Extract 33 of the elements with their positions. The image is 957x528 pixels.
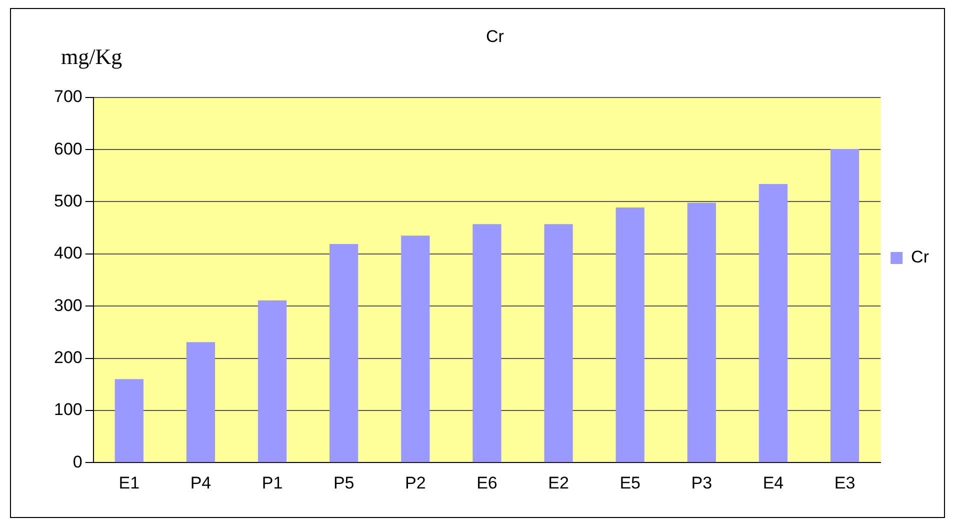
- x-tick-label: E6: [476, 473, 498, 492]
- y-tick-label: 600: [54, 139, 82, 158]
- x-tick-label: P2: [405, 473, 426, 492]
- legend-label: Cr: [911, 248, 930, 267]
- x-tick-label: P1: [262, 473, 283, 492]
- y-tick-label: 100: [54, 400, 82, 420]
- y-tick-label: 400: [54, 244, 82, 263]
- x-tick-label: P5: [333, 473, 354, 492]
- x-tick-label: E1: [118, 473, 140, 492]
- x-tick-label: E2: [548, 473, 569, 492]
- chart-title: Cr: [486, 26, 504, 46]
- x-tick-label: P4: [190, 473, 212, 492]
- y-axis-title: mg/Kg: [61, 44, 122, 70]
- bar: [258, 300, 287, 462]
- bar: [830, 149, 860, 462]
- bar: [401, 236, 430, 462]
- y-tick-label: 0: [72, 452, 82, 472]
- bar: [758, 184, 788, 462]
- bar: [330, 244, 358, 462]
- x-tick-label: P3: [691, 473, 712, 492]
- bar: [472, 224, 502, 462]
- x-tick-label: E3: [834, 473, 856, 492]
- bar: [544, 224, 573, 462]
- x-tick-label: E5: [620, 473, 640, 492]
- y-tick-label: 500: [54, 191, 82, 210]
- y-tick-label: 200: [54, 348, 82, 367]
- x-tick-label: E4: [762, 473, 784, 492]
- y-tick-label: 700: [54, 87, 82, 106]
- bar: [114, 379, 144, 462]
- y-tick-label: 300: [54, 296, 82, 315]
- bar: [186, 342, 216, 462]
- bar: [616, 207, 644, 462]
- bar: [687, 202, 716, 462]
